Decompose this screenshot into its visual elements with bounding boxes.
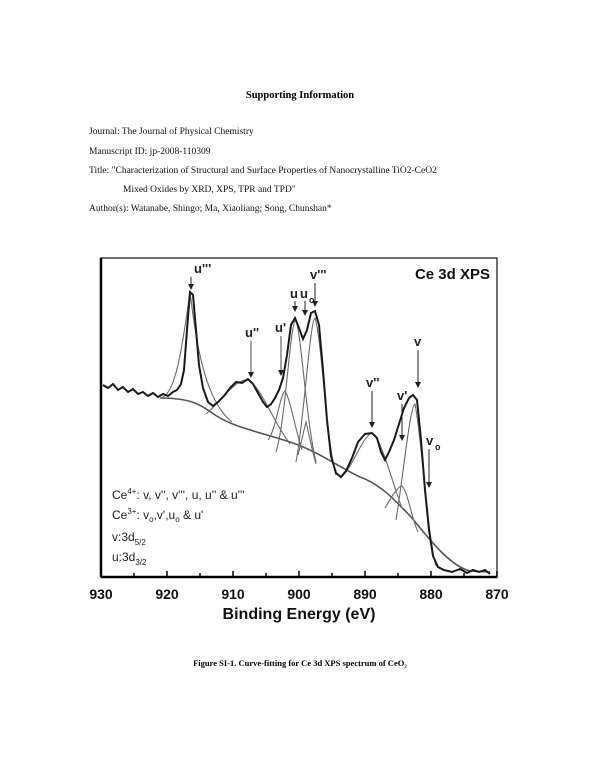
peak-label-v3: v''' — [310, 267, 327, 282]
tick-900: 900 — [287, 586, 311, 602]
tick-870: 870 — [485, 586, 509, 602]
plot-frame — [100, 257, 498, 578]
x-axis-label: Binding Energy (eV) — [223, 606, 376, 623]
tick-890: 890 — [353, 586, 377, 602]
tick-910: 910 — [221, 586, 245, 602]
authors-line: Author(s): Watanabe, Shingo; Ma, Xiaolia… — [89, 204, 332, 214]
chart-title: Ce 3d XPS — [415, 266, 490, 283]
peak-label-vo-sub: o — [435, 442, 441, 452]
manuscript-id-line: Manuscript ID: jp-2008-110309 — [89, 147, 211, 157]
legend-v: v:3d5/2 — [112, 530, 146, 547]
fitted-components — [159, 291, 437, 567]
journal-line: Journal: The Journal of Physical Chemist… — [89, 127, 254, 137]
peak-label-u: u — [290, 286, 298, 301]
figure-caption: Figure SI-1. Curve-fitting for Ce 3d XPS… — [193, 658, 407, 668]
tick-920: 920 — [155, 586, 179, 602]
supporting-info-heading: Supporting Information — [245, 90, 355, 101]
peak-label-v2: v'' — [366, 375, 379, 390]
chart-legend: Ce4+: v, v'', v''', u, u'' & u''' Ce3+: … — [112, 487, 245, 567]
peak-label-v1: v' — [397, 388, 407, 403]
legend-ce4: Ce4+: v, v'', v''', u, u'' & u''' — [112, 487, 245, 502]
title-line-2: Mixed Oxides by XRD, XPS, TPR and TPD" — [123, 185, 296, 195]
peak-label-uo: u — [300, 286, 308, 301]
peak-label-u2: u'' — [245, 325, 259, 340]
x-axis-tick-labels: 930 920 910 900 890 880 870 — [89, 586, 509, 602]
peak-label-uo-sub: o — [309, 295, 315, 305]
legend-u: u:3d3/2 — [112, 550, 147, 567]
background-curve — [159, 397, 491, 573]
peak-label-v: v — [414, 334, 422, 349]
peak-label-vo: v — [426, 433, 434, 448]
peak-annotations: u''' u'' u' u u o v''' v'' v' v v o — [188, 261, 441, 488]
peak-label-u1: u' — [275, 320, 286, 335]
legend-ce3: Ce3+: vo,v',uo & u' — [112, 507, 203, 524]
experimental-spectrum — [102, 289, 491, 575]
x-axis-ticks — [100, 571, 498, 577]
title-line-1: Title: "Characterization of Structural a… — [89, 166, 437, 176]
peak-label-u3: u''' — [194, 261, 211, 276]
tick-930: 930 — [89, 586, 113, 602]
tick-880: 880 — [419, 586, 443, 602]
